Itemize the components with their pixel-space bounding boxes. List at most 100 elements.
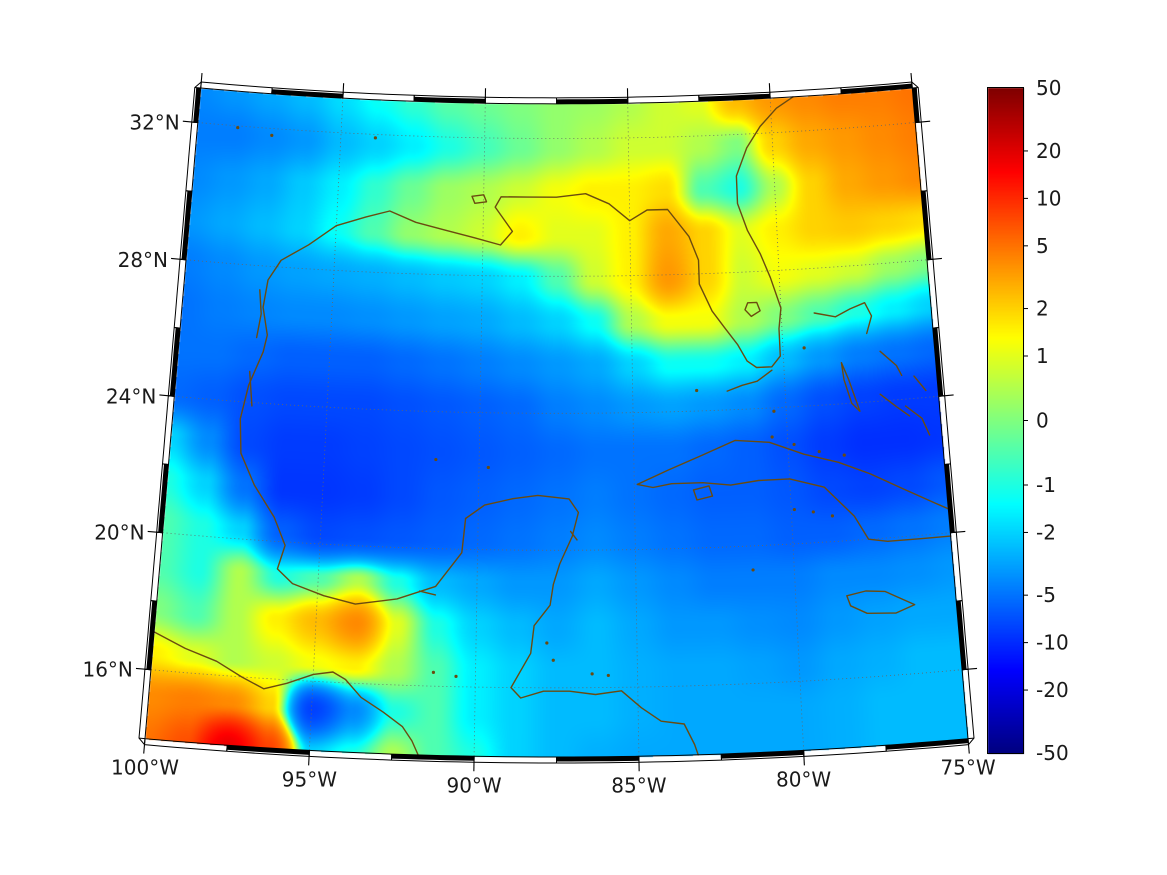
islet-dot (606, 673, 610, 678)
colorbar-tick-label: 20 (1036, 139, 1061, 163)
islet-dot (486, 465, 490, 470)
frame-filled-segment (721, 750, 804, 759)
islet-dot (802, 346, 806, 350)
graticule-lat-16 (150, 669, 963, 689)
lat-tick-mark (171, 257, 187, 261)
lat-tick-label: 28°N (118, 248, 168, 272)
lat-tick-mark (147, 530, 163, 534)
colorbar-tick-label: -2 (1036, 520, 1056, 544)
colorbar-tick-label: 2 (1036, 297, 1049, 321)
frame-filled-segment (556, 98, 628, 104)
frame-divider (932, 327, 939, 329)
lat-tick-label: 20°N (94, 521, 144, 545)
frame-divider (967, 737, 975, 740)
lat-tick-mark (962, 667, 978, 671)
colorbar-tick-label: -20 (1036, 678, 1069, 702)
frame-filled-segment (840, 83, 913, 94)
frame-filled-segment (885, 738, 969, 750)
colorbar-border (987, 87, 1024, 754)
lon-tick-mark (910, 73, 913, 89)
coastline-eleuthera (879, 350, 903, 377)
coastline-florida-keys (726, 369, 773, 392)
lon-tick-label: 100°W (111, 756, 179, 780)
frame-divider (194, 86, 201, 89)
frame-divider (174, 327, 181, 329)
coastline-exuma-chain (879, 393, 911, 417)
coastline-layer (153, 96, 952, 756)
frame-divider (185, 190, 192, 192)
coastline-laguna-terminos (418, 590, 437, 596)
coastline-laguna-madre-texas (255, 289, 262, 339)
coastline-isle-of-youth (692, 485, 714, 501)
colorbar-tick-label: 50 (1036, 76, 1061, 100)
frame-filled-segment (226, 745, 310, 755)
frame-filled-segment (391, 754, 475, 761)
lon-tick-mark (967, 738, 970, 754)
coastline-cozumel (569, 530, 578, 541)
coastline-laguna-madre-mexico (249, 370, 253, 407)
lat-tick-label: 32°N (129, 111, 179, 135)
colorbar-tick-label: 10 (1036, 186, 1061, 210)
frame-divider (162, 463, 169, 465)
coastline-lake-okeechobee (744, 301, 761, 318)
coastline-mexico-pacific (153, 631, 419, 756)
colorbar-tick-label: -50 (1036, 741, 1069, 765)
frame-filled-segment (271, 89, 344, 99)
frame-divider (912, 86, 919, 89)
lon-tick-mark (143, 738, 146, 754)
frame-divider (921, 190, 928, 192)
lon-tick-label: 90°W (446, 773, 501, 797)
islet-dot (431, 670, 436, 674)
coastline-lake-pontchartrain (471, 194, 488, 204)
coastline-cat-island (913, 375, 927, 392)
lat-tick-mark (182, 120, 198, 124)
lon-tick-label: 80°W (776, 767, 831, 791)
frame-inner-boundary (144, 87, 969, 758)
islet-dot (695, 388, 699, 393)
graticule-lon--95 (309, 98, 344, 751)
lat-tick-mark (938, 394, 954, 397)
coastline-jamaica (846, 590, 916, 614)
coastline-north-america-gulf-atlantic (239, 96, 794, 605)
lon-tick-mark (308, 750, 310, 766)
graticule-lon--90 (473, 103, 486, 757)
colorbar-tick-label: -5 (1036, 583, 1056, 607)
frame-filled-segment (956, 600, 967, 670)
lon-tick-mark (768, 83, 771, 99)
coastline-grand-bahama-abaco (813, 302, 873, 335)
colorbar-tick-label: 0 (1036, 409, 1049, 433)
frame-filled-segment (158, 464, 169, 533)
graticule-lon--85 (627, 103, 640, 757)
graticule-lat-32 (197, 122, 916, 139)
colorbar-tick-label: 5 (1036, 234, 1049, 258)
lon-tick-label: 85°W (611, 773, 666, 797)
islet-dot (811, 510, 815, 514)
coastline-cuba-south (636, 478, 952, 542)
islet-dot (792, 442, 796, 447)
lat-tick-mark (135, 667, 151, 671)
lon-tick-label: 95°W (282, 767, 337, 791)
frame-outer-boundary (138, 81, 975, 764)
graticule-lon--80 (769, 98, 804, 751)
frame-divider (956, 600, 963, 602)
islet-dot (842, 453, 846, 457)
lat-tick-mark (915, 120, 931, 124)
islet-dot (772, 409, 776, 413)
islet-dot (454, 674, 458, 678)
longitude-tick-labels: 100°W 95°W 90°W 85°W 80°W 75°W (111, 756, 996, 798)
islet-dot (545, 641, 549, 645)
latitude-tick-labels: 32°N 28°N 24°N 20°N 16°N (82, 111, 179, 682)
lon-tick-mark (200, 73, 203, 89)
colorbar-tick-label: 1 (1036, 344, 1049, 368)
frame-filled-segment (414, 96, 486, 104)
colorbar-tick-label: -1 (1036, 473, 1056, 497)
islet-dot (770, 435, 774, 439)
lat-tick-mark (950, 530, 966, 534)
frame-filled-segment (944, 464, 955, 533)
lat-tick-mark (159, 394, 175, 397)
frame-filled-segment (556, 756, 639, 762)
